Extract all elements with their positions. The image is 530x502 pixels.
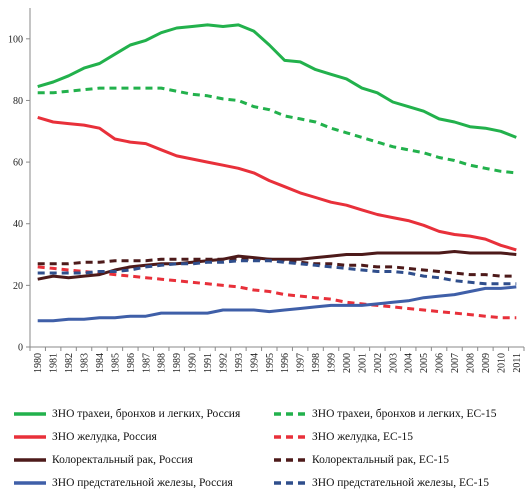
x-tick-label: 1999: [327, 353, 338, 373]
x-tick-label: 1996: [280, 353, 291, 373]
legend-entry: ЗНО трахеи, бронхов и легких, Россия: [14, 404, 240, 424]
legend-entry: ЗНО желудка, Россия: [14, 427, 157, 447]
x-tick-label: 2002: [373, 353, 384, 373]
x-tick-label: 2004: [404, 353, 415, 373]
legend-label: Колоректальный рак, ЕС-15: [312, 454, 449, 466]
y-tick-label: 80: [13, 96, 23, 107]
y-tick-label: 100: [8, 34, 23, 45]
x-tick-label: 1985: [110, 353, 121, 373]
legend-swatch: [14, 435, 46, 439]
x-tick-label: 1987: [141, 353, 152, 373]
y-axis-ticks: 0 20 40 60 80 100: [8, 34, 30, 354]
series-line-2: [37, 86, 517, 175]
legend-swatch: [274, 435, 306, 439]
legend-swatch: [274, 412, 306, 416]
x-axis-ticks: 1980 1981 1982 1983 1984 1985 1986 1987 1988 1989…: [29, 347, 525, 373]
y-tick-label: 20: [13, 281, 23, 292]
x-tick-label: 1988: [157, 353, 168, 373]
legend-swatch: [274, 481, 306, 485]
x-tick-label: 2003: [388, 353, 399, 373]
x-tick-label: 2009: [481, 353, 492, 373]
x-tick-label: 1991: [203, 353, 214, 373]
x-tick-label: 1989: [172, 353, 183, 373]
legend-swatch: [14, 481, 46, 485]
series-line-4: [37, 265, 517, 320]
x-tick-label: 1994: [249, 353, 260, 373]
chart-legend: ЗНО трахеи, бронхов и легких, Россия ЗНО…: [0, 398, 530, 502]
x-tick-label: 2007: [450, 353, 461, 373]
legend-label: ЗНО предстательной железы, Россия: [52, 477, 233, 489]
series-line-8: [37, 259, 517, 286]
x-tick-label: 2008: [465, 353, 476, 373]
legend-label: Колоректальный рак, Россия: [52, 454, 193, 466]
x-tick-label: 1992: [218, 353, 229, 373]
x-tick-label: 1997: [296, 353, 307, 373]
x-tick-label: 2000: [342, 353, 353, 373]
series-line-5: [37, 250, 517, 281]
legend-entry: ЗНО предстательной железы, Россия: [14, 473, 233, 493]
x-tick-label: 1990: [188, 353, 199, 373]
x-tick-label: 1993: [234, 353, 245, 373]
legend-entry: Колоректальный рак, ЕС-15: [274, 450, 449, 470]
legend-entry: Колоректальный рак, Россия: [14, 450, 193, 470]
x-tick-label: 2010: [496, 353, 507, 373]
y-tick-label: 60: [13, 158, 23, 169]
x-tick-label: 1980: [33, 353, 44, 373]
x-tick-label: 1983: [80, 353, 91, 373]
legend-label: ЗНО желудка, Россия: [52, 431, 157, 443]
series-line-7: [37, 285, 517, 323]
x-tick-label: 2001: [357, 353, 368, 373]
series-line-6: [37, 257, 517, 278]
x-tick-label: 1981: [49, 353, 60, 373]
legend-label: ЗНО трахеи, бронхов и легких, ЕС-15: [312, 408, 497, 420]
x-tick-label: 1998: [311, 353, 322, 373]
legend-label: ЗНО желудка, ЕС-15: [312, 431, 414, 443]
x-tick-label: 1986: [126, 353, 137, 373]
x-tick-label: 1984: [95, 353, 106, 373]
x-tick-label: 1995: [265, 353, 276, 373]
y-tick-label: 40: [13, 219, 23, 230]
x-tick-label: 2011: [512, 353, 523, 373]
x-tick-label: 2005: [419, 353, 430, 373]
chart-series: [37, 23, 517, 323]
legend-swatch: [14, 458, 46, 462]
series-line-1: [37, 23, 517, 139]
x-tick-label: 1982: [64, 353, 75, 373]
legend-label: ЗНО трахеи, бронхов и легких, Россия: [52, 408, 241, 420]
legend-entry: ЗНО трахеи, бронхов и легких, ЕС-15: [274, 404, 496, 424]
legend-entry: ЗНО предстательной железы, ЕС-15: [274, 473, 489, 493]
legend-label: ЗНО предстательной железы, ЕС-15: [312, 477, 490, 489]
legend-entry: ЗНО желудка, ЕС-15: [274, 427, 413, 447]
y-tick-label: 0: [18, 343, 23, 354]
legend-swatch: [14, 412, 46, 416]
x-tick-label: 2006: [435, 353, 446, 373]
series-line-3: [37, 115, 517, 252]
legend-swatch: [274, 458, 306, 462]
